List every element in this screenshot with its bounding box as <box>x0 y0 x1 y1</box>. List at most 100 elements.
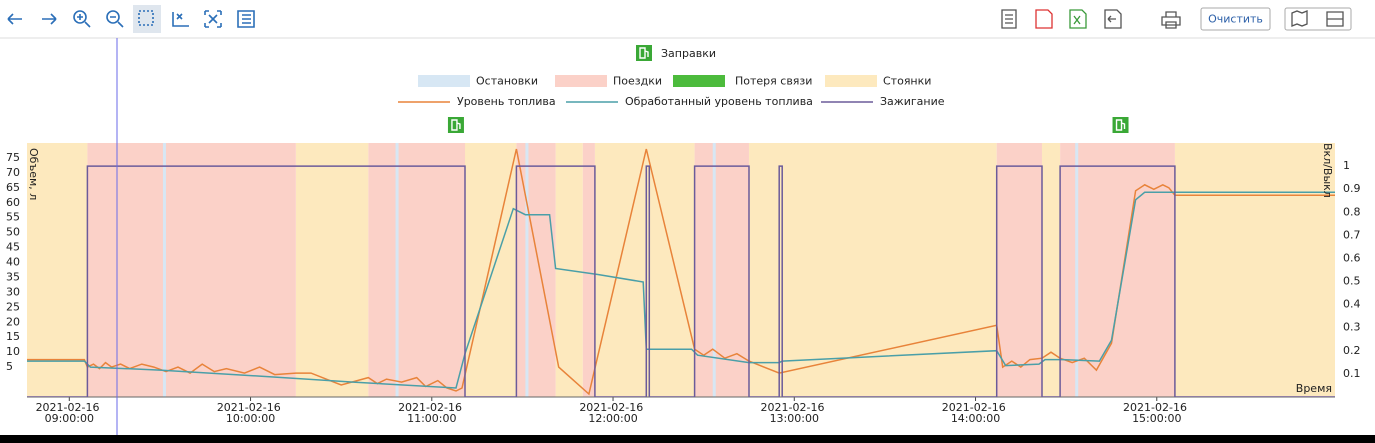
print-button[interactable] <box>1161 11 1181 29</box>
band <box>1075 143 1079 397</box>
fit[interactable] <box>204 10 222 28</box>
legend: Заправки Остановки Поездки Потеря связи Стоя… <box>398 45 945 108</box>
legend-item: Остановки <box>418 75 538 88</box>
y-tick-label: 45 <box>6 241 20 254</box>
x-tick-label: 2021-02-16 11:00:00 <box>398 401 465 425</box>
y-tick-label: 10 <box>6 345 20 358</box>
legend-label: Остановки <box>476 75 538 88</box>
legend-item: Обработанный уровень топлива <box>566 95 813 108</box>
band <box>162 143 166 397</box>
zoom-x[interactable] <box>172 12 189 27</box>
legend-label: Потеря связи <box>735 75 812 88</box>
y-tick-label: 35 <box>6 270 20 283</box>
y2-tick-label: 0.6 <box>1343 251 1361 264</box>
zoom-rect-active[interactable] <box>133 5 161 33</box>
x-tick-label: 2021-02-16 10:00:00 <box>217 401 284 425</box>
y-tick-label: 40 <box>6 256 20 269</box>
y-tick-label: 75 <box>6 151 20 164</box>
series-lines <box>27 148 1335 397</box>
y-tick-label: 15 <box>6 330 20 343</box>
y-tick-label: 55 <box>6 211 20 224</box>
x-tick-label: 2021-02-16 09:00:00 <box>36 401 103 425</box>
export-tools: Очистить <box>1001 7 1352 31</box>
band <box>748 143 997 397</box>
bottom-bar <box>0 435 1375 443</box>
y-tick-label: 5 <box>6 360 13 373</box>
pump-glyph <box>639 47 649 59</box>
band <box>368 143 466 397</box>
y2-tick-label: 0.7 <box>1343 228 1361 241</box>
map-view[interactable] <box>1291 10 1308 27</box>
y2-tick-label: 0.9 <box>1343 182 1361 195</box>
legend-label: Зажигание <box>880 95 945 108</box>
y-tick-label: 65 <box>6 181 20 194</box>
band <box>1060 143 1175 397</box>
toolbar <box>0 0 1375 38</box>
x-tick-label: 2021-02-16 13:00:00 <box>761 401 828 425</box>
legend-swatch <box>825 75 877 87</box>
y2-tick-label: 0.1 <box>1343 367 1361 380</box>
band <box>87 143 296 397</box>
zoom-in[interactable] <box>73 10 91 28</box>
legend-item: Уровень топлива <box>398 95 556 108</box>
y-tick-label: 60 <box>6 196 20 209</box>
back-button[interactable] <box>7 13 22 25</box>
series-line <box>27 191 1335 389</box>
legend-swatch <box>555 75 607 87</box>
y-tick-label: 70 <box>6 166 20 179</box>
y-tick-label: 25 <box>6 300 20 313</box>
band <box>395 143 399 397</box>
y2-tick-label: 1 <box>1343 159 1350 172</box>
legend-swatch <box>673 75 725 87</box>
y-tick-label: 50 <box>6 226 20 239</box>
band <box>1174 143 1335 397</box>
bands <box>27 143 1335 397</box>
x-tick-label: 2021-02-16 15:00:00 <box>1123 401 1190 425</box>
pdf-button[interactable] <box>1035 9 1053 29</box>
split-view[interactable] <box>1326 11 1344 27</box>
report-button[interactable] <box>1001 9 1017 29</box>
legend-label: Стоянки <box>883 75 931 88</box>
list[interactable] <box>237 10 255 28</box>
refuel-marker <box>1112 117 1129 133</box>
legend-label: Уровень топлива <box>457 95 556 108</box>
band <box>525 143 529 397</box>
legend-swatch <box>418 75 470 87</box>
y-tick-label: 30 <box>6 285 20 298</box>
pump-glyph <box>1115 119 1126 131</box>
band <box>582 143 595 397</box>
legend-item: Зажигание <box>821 95 945 108</box>
legend-item: Заправки <box>636 45 716 61</box>
x-tick-label: 2021-02-16 12:00:00 <box>579 401 646 425</box>
band <box>996 143 1042 397</box>
y2-tick-label: 0.5 <box>1343 275 1361 288</box>
series-line <box>27 148 1335 396</box>
x-tick-label: 2021-02-16 14:00:00 <box>942 401 1009 425</box>
excel-button[interactable] <box>1069 9 1087 29</box>
y2-tick-label: 0.4 <box>1343 298 1361 311</box>
band <box>27 143 88 397</box>
legend-item: Потеря связи <box>673 75 812 88</box>
forward-button[interactable] <box>42 13 57 25</box>
y2-tick-label: 0.2 <box>1343 344 1361 357</box>
series-line <box>27 165 1335 397</box>
y2-tick-label: 0.3 <box>1343 321 1361 334</box>
band <box>594 143 695 397</box>
legend-label: Обработанный уровень топлива <box>625 95 813 108</box>
band <box>295 143 369 397</box>
legend-item: Стоянки <box>825 75 931 88</box>
refuel-marker <box>447 117 464 133</box>
legend-label: Поездки <box>613 75 662 88</box>
y2-axis-label: Вкл/Выкл <box>1321 143 1334 198</box>
pump-glyph <box>451 119 461 131</box>
import-button[interactable] <box>1104 9 1122 29</box>
legend-item: Поездки <box>555 75 662 88</box>
zoom-rect-icon <box>138 10 154 26</box>
band <box>1041 143 1061 397</box>
clear-button[interactable]: Очистить <box>1200 7 1271 31</box>
zoom-out[interactable] <box>106 10 124 28</box>
y-tick-label: 20 <box>6 315 20 328</box>
legend-label: Заправки <box>661 47 716 60</box>
